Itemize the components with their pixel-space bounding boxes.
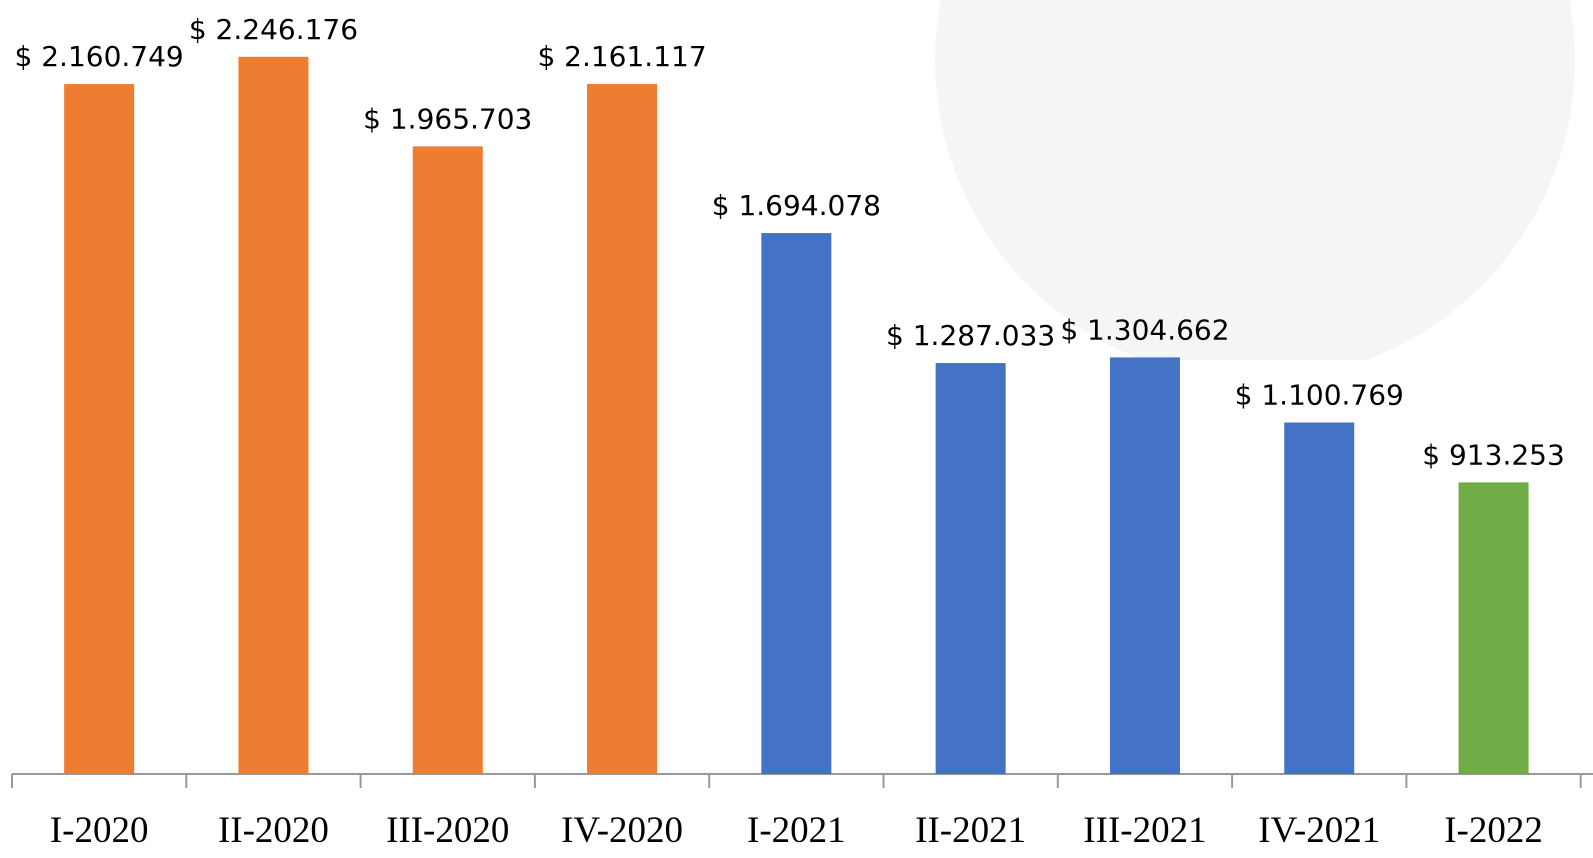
background-decoration [935, 0, 1575, 380]
value-label: $ 1.287.033 [886, 319, 1055, 352]
bar [412, 146, 483, 774]
value-label: $ 1.304.662 [1060, 313, 1229, 346]
bar [238, 56, 309, 774]
x-tick-label: I-2020 [50, 810, 149, 851]
value-label: $ 2.161.117 [537, 40, 706, 73]
x-tick-label: III-2021 [1083, 810, 1206, 851]
bar [64, 84, 135, 775]
bar [1109, 357, 1180, 774]
x-tick-label: I-2021 [747, 810, 846, 851]
value-label: $ 2.160.749 [15, 40, 184, 73]
bar [761, 233, 832, 774]
x-tick-label: III-2020 [386, 810, 509, 851]
x-tick-label: II-2021 [915, 810, 1026, 851]
x-tick-label: II-2020 [218, 810, 329, 851]
x-tick-label: IV-2020 [561, 810, 683, 851]
value-label: $ 2.246.176 [189, 13, 358, 46]
x-tick-label: I-2022 [1444, 810, 1543, 851]
value-label: $ 1.100.769 [1235, 379, 1404, 412]
bar [1284, 422, 1355, 774]
x-tick-label: IV-2021 [1258, 810, 1380, 851]
value-label: $ 913.253 [1422, 438, 1565, 471]
bar [587, 83, 658, 774]
bar [1458, 482, 1529, 774]
value-label: $ 1.694.078 [712, 189, 881, 222]
bar [935, 363, 1006, 774]
value-label: $ 1.965.703 [363, 102, 532, 135]
